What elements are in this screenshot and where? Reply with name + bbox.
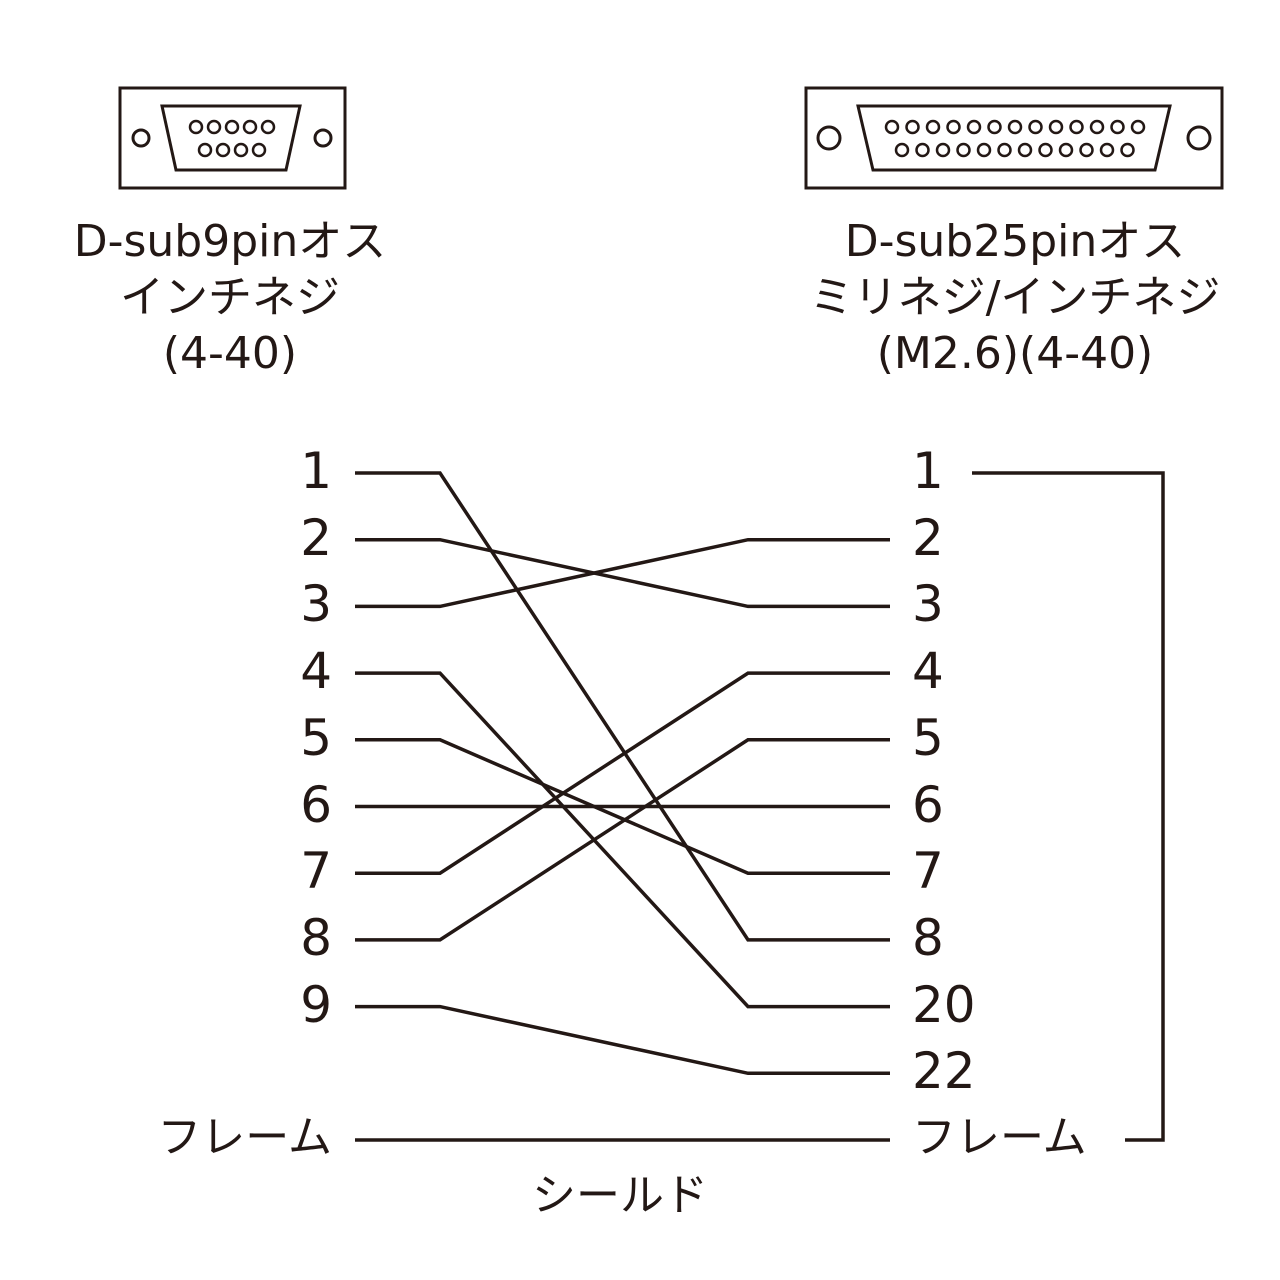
wire-4-to-20 [355, 671, 890, 1009]
left-title-line: (4-40) [162, 328, 298, 379]
left-pin-label: 2 [300, 508, 332, 567]
pin-hole [956, 142, 971, 158]
pin-hole [987, 119, 1002, 135]
right-pin-label: 8 [912, 908, 944, 967]
right-pin-label: 5 [912, 708, 944, 767]
pin-hole [925, 119, 941, 135]
pin-hole [1058, 142, 1074, 158]
pin-hole [242, 119, 258, 135]
db9-connector-icon [118, 86, 347, 190]
left-title-line: インチネジ [120, 272, 340, 323]
pin-hole [251, 142, 267, 158]
pin-hole [915, 142, 930, 158]
right-pin-label: 6 [912, 775, 944, 834]
left-frame-label: フレーム [157, 1112, 332, 1163]
wire-8-to-5 [355, 738, 890, 942]
pin-hole [905, 119, 920, 135]
pin-hole [935, 142, 951, 158]
pin-hole [188, 119, 204, 135]
right-pin-label: 1 [912, 442, 944, 500]
bridge-wire [972, 471, 1165, 1142]
pin-hole [1048, 119, 1064, 135]
pin-hole [1099, 142, 1115, 158]
left-connector-title: D-sub9pinオス インチネジ (4-40) [30, 214, 430, 382]
right-title-line: (M2.6)(4-40) [876, 328, 1154, 379]
right-title-line: ミリネジ/インチネジ [809, 272, 1221, 323]
wire-2-to-3 [355, 537, 890, 609]
right-pin-label: 2 [912, 508, 944, 567]
wire-1-to-8 [355, 471, 890, 942]
pin-hole [206, 119, 222, 135]
right-connector-title: D-sub25pinオス ミリネジ/インチネジ (M2.6)(4-40) [790, 214, 1240, 382]
wire-9-to-22 [355, 1004, 890, 1076]
db25-connector-icon [804, 86, 1224, 190]
right-pin-label: 22 [912, 1042, 976, 1101]
pin-hole [215, 142, 231, 158]
pin-hole [1017, 142, 1033, 158]
right-pin-label: 3 [912, 575, 944, 634]
pin-hole [966, 119, 982, 135]
pin-hole [224, 119, 240, 135]
pin-hole [1007, 119, 1023, 135]
left-pin-label: 7 [300, 842, 332, 901]
pin-hole [1028, 119, 1043, 135]
right-pin-label: 20 [912, 975, 976, 1034]
pin-hole [260, 119, 276, 135]
left-pin-label: 3 [300, 575, 332, 634]
right-title-line: D-sub25pinオス [844, 216, 1186, 267]
pin-hole [1038, 142, 1053, 158]
pin-hole [1069, 119, 1084, 135]
wire-7-to-4 [355, 671, 890, 875]
left-pin-label: 4 [300, 642, 332, 701]
pin-hole [997, 142, 1012, 158]
shield-label: シールド [532, 1170, 708, 1221]
pin-hole [1130, 119, 1146, 135]
pin-hole [1120, 142, 1135, 158]
left-pin-label: 6 [300, 775, 332, 834]
pin-hole [1089, 119, 1105, 135]
pin-hole [233, 142, 249, 158]
wire-3-to-2 [355, 537, 890, 609]
pin-hole [894, 142, 910, 158]
left-pin-label: 1 [300, 442, 332, 500]
right-pin-label: 7 [912, 842, 944, 901]
left-pin-label: 8 [300, 908, 332, 967]
pin-hole [1110, 119, 1125, 135]
pin-hole [884, 119, 900, 135]
right-pin-label: 4 [912, 642, 944, 701]
wires [355, 471, 1165, 1142]
pin-hole [1079, 142, 1094, 158]
left-pin-label: 9 [300, 975, 332, 1034]
pin-hole [976, 142, 992, 158]
pin-hole [946, 119, 961, 135]
right-frame-label: フレーム [912, 1112, 1087, 1163]
left-pin-label: 5 [300, 708, 332, 767]
pin-hole [197, 142, 213, 158]
left-title-line: D-sub9pinオス [73, 216, 387, 267]
